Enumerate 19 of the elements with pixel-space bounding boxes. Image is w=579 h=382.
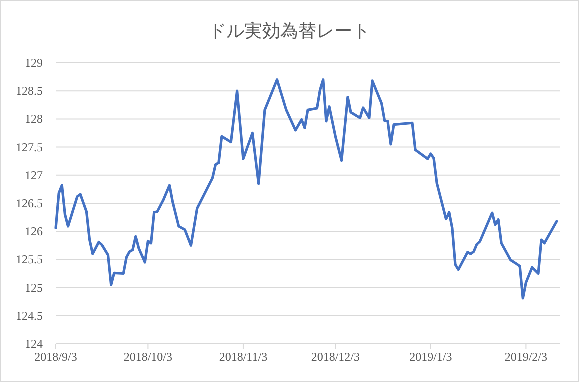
y-tick-label: 126	[25, 224, 43, 239]
line-series	[54, 78, 558, 300]
y-tick-label: 124.5	[16, 308, 43, 323]
y-tick-label: 125	[25, 280, 43, 295]
y-tick-label: 128	[25, 112, 43, 126]
x-tick-label: 2019/2/3	[504, 350, 548, 364]
x-tick-label: 2018/9/3	[34, 350, 78, 364]
y-tick-label: 127.5	[16, 140, 43, 154]
chart-title: ドル実効為替レート	[208, 21, 370, 41]
y-tick-label: 126.5	[16, 196, 43, 210]
x-tick-label: 2019/1/3	[410, 350, 452, 364]
y-tick-label: 127	[25, 168, 43, 182]
x-tick-label: 2018/11/3	[219, 350, 268, 364]
x-tick-label: 2018/10/3	[124, 350, 173, 364]
y-tick-label: 124	[25, 337, 43, 351]
y-tick-label: 128.5	[16, 84, 43, 98]
x-tick-label: 2018/12/3	[311, 350, 360, 364]
y-tick-label: 129	[25, 56, 43, 70]
y-tick-label: 125.5	[16, 252, 43, 267]
